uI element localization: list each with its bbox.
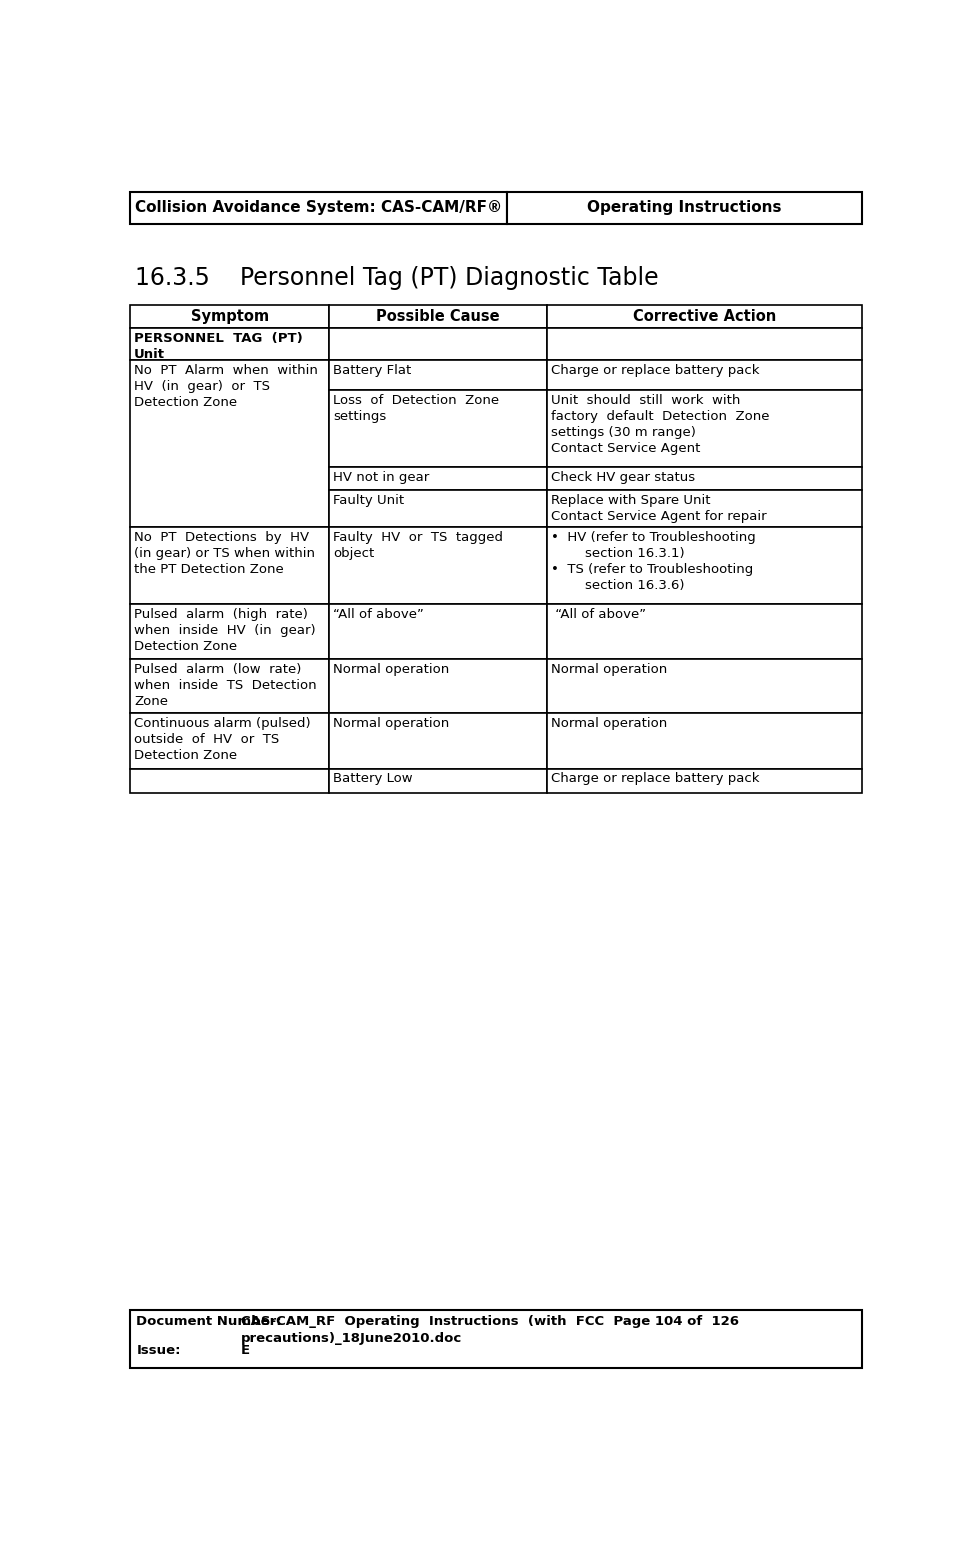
Bar bbox=[547, 490, 862, 526]
Bar bbox=[131, 305, 329, 328]
Text: CAS-CAM_RF  Operating  Instructions  (with  FCC  Page 104 of  126
precautions)_1: CAS-CAM_RF Operating Instructions (with … bbox=[241, 1315, 740, 1346]
Text: PERSONNEL  TAG  (PT)
Unit: PERSONNEL TAG (PT) Unit bbox=[135, 333, 303, 360]
Bar bbox=[131, 360, 329, 526]
Text: Pulsed  alarm  (low  rate)
when  inside  TS  Detection
Zone: Pulsed alarm (low rate) when inside TS D… bbox=[135, 664, 317, 709]
Bar bbox=[547, 328, 862, 360]
Bar bbox=[131, 603, 329, 659]
Bar bbox=[131, 526, 329, 603]
Bar bbox=[131, 328, 329, 360]
Text: Battery Low: Battery Low bbox=[333, 772, 412, 786]
Bar bbox=[329, 360, 547, 390]
Bar bbox=[131, 1310, 862, 1368]
Bar bbox=[329, 769, 547, 794]
Text: Unit  should  still  work  with
factory  default  Detection  Zone
settings (30 m: Unit should still work with factory defa… bbox=[551, 393, 770, 455]
Text: Continuous alarm (pulsed)
outside  of  HV  or  TS
Detection Zone: Continuous alarm (pulsed) outside of HV … bbox=[135, 716, 311, 763]
Text: •  HV (refer to Troubleshooting
        section 16.3.1)
•  TS (refer to Troubles: • HV (refer to Troubleshooting section 1… bbox=[551, 531, 756, 591]
Text: Faulty  HV  or  TS  tagged
object: Faulty HV or TS tagged object bbox=[333, 531, 503, 560]
Text: Symptom: Symptom bbox=[191, 309, 269, 323]
Text: E: E bbox=[241, 1344, 251, 1357]
Text: Issue:: Issue: bbox=[136, 1344, 181, 1357]
Text: Possible Cause: Possible Cause bbox=[377, 309, 500, 323]
Text: Normal operation: Normal operation bbox=[551, 664, 668, 676]
Text: Replace with Spare Unit
Contact Service Agent for repair: Replace with Spare Unit Contact Service … bbox=[551, 493, 767, 523]
Bar bbox=[131, 713, 329, 769]
Text: 16.3.5    Personnel Tag (PT) Diagnostic Table: 16.3.5 Personnel Tag (PT) Diagnostic Tab… bbox=[135, 266, 658, 291]
Text: Charge or replace battery pack: Charge or replace battery pack bbox=[551, 772, 760, 786]
Bar bbox=[329, 390, 547, 467]
Bar bbox=[329, 659, 547, 713]
Text: No  PT  Alarm  when  within
HV  (in  gear)  or  TS
Detection Zone: No PT Alarm when within HV (in gear) or … bbox=[135, 364, 318, 410]
Bar bbox=[547, 713, 862, 769]
Text: Faulty Unit: Faulty Unit bbox=[333, 493, 405, 506]
Text: Operating Instructions: Operating Instructions bbox=[588, 201, 782, 215]
Text: Charge or replace battery pack: Charge or replace battery pack bbox=[551, 364, 760, 377]
Text: Normal operation: Normal operation bbox=[333, 716, 449, 730]
Bar bbox=[131, 769, 329, 794]
Text: No  PT  Detections  by  HV
(in gear) or TS when within
the PT Detection Zone: No PT Detections by HV (in gear) or TS w… bbox=[135, 531, 316, 575]
Bar bbox=[131, 659, 329, 713]
Bar bbox=[131, 192, 507, 224]
Bar bbox=[329, 490, 547, 526]
Bar bbox=[547, 390, 862, 467]
Bar bbox=[329, 305, 547, 328]
Text: Pulsed  alarm  (high  rate)
when  inside  HV  (in  gear)
Detection Zone: Pulsed alarm (high rate) when inside HV … bbox=[135, 608, 316, 653]
Text: Corrective Action: Corrective Action bbox=[633, 309, 776, 323]
Bar bbox=[547, 603, 862, 659]
Bar bbox=[329, 713, 547, 769]
Bar bbox=[547, 467, 862, 490]
Text: Collision Avoidance System: CAS-CAM/RF®: Collision Avoidance System: CAS-CAM/RF® bbox=[136, 201, 502, 215]
Bar bbox=[329, 467, 547, 490]
Bar bbox=[547, 305, 862, 328]
Text: Check HV gear status: Check HV gear status bbox=[551, 470, 695, 484]
Text: Normal operation: Normal operation bbox=[551, 716, 668, 730]
Bar bbox=[547, 526, 862, 603]
Text: Loss  of  Detection  Zone
settings: Loss of Detection Zone settings bbox=[333, 393, 499, 422]
Text: Normal operation: Normal operation bbox=[333, 664, 449, 676]
Bar bbox=[547, 360, 862, 390]
Bar bbox=[329, 603, 547, 659]
Text: Battery Flat: Battery Flat bbox=[333, 364, 411, 377]
Text: Document Number:: Document Number: bbox=[136, 1315, 282, 1329]
Text: “All of above”: “All of above” bbox=[551, 608, 647, 620]
Text: “All of above”: “All of above” bbox=[333, 608, 424, 620]
Text: HV not in gear: HV not in gear bbox=[333, 470, 430, 484]
Bar bbox=[329, 526, 547, 603]
Bar bbox=[329, 328, 547, 360]
Bar bbox=[547, 659, 862, 713]
Bar bbox=[507, 192, 862, 224]
Bar bbox=[547, 769, 862, 794]
